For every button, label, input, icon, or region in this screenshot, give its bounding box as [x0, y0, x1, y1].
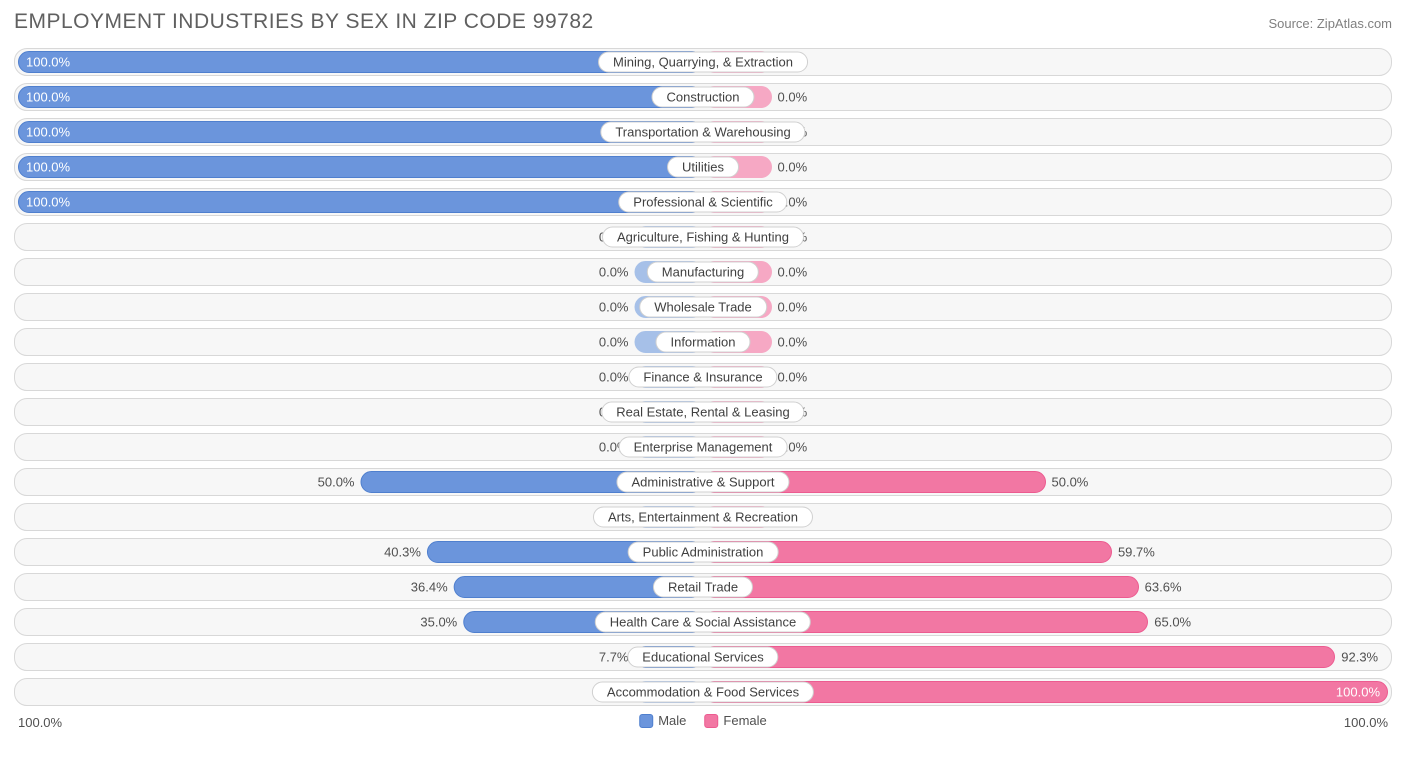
chart-row: 50.0% 50.0% Administrative & Support	[14, 468, 1392, 496]
male-value: 0.0%	[599, 335, 629, 350]
category-label: Administrative & Support	[616, 472, 789, 493]
female-value: 0.0%	[778, 160, 808, 175]
female-value: 0.0%	[778, 265, 808, 280]
chart-row: 100.0%0.0%Professional & Scientific	[14, 188, 1392, 216]
legend-item: Male	[639, 713, 686, 728]
male-value: 50.0%	[318, 475, 355, 490]
category-label: Public Administration	[628, 542, 779, 563]
chart-source: Source: ZipAtlas.com	[1268, 16, 1392, 31]
female-value: 59.7%	[1118, 545, 1155, 560]
female-bar	[703, 576, 1139, 598]
legend-swatch	[639, 714, 653, 728]
male-value: 36.4%	[411, 580, 448, 595]
category-label: Health Care & Social Assistance	[595, 612, 811, 633]
chart-title: EMPLOYMENT INDUSTRIES BY SEX IN ZIP CODE…	[14, 10, 594, 34]
category-label: Educational Services	[627, 647, 778, 668]
male-value: 100.0%	[26, 125, 70, 140]
category-label: Retail Trade	[653, 577, 753, 598]
legend-item: Female	[704, 713, 766, 728]
category-label: Enterprise Management	[619, 437, 788, 458]
category-label: Agriculture, Fishing & Hunting	[602, 227, 804, 248]
chart-row: 35.0% 65.0% Health Care & Social Assistanc…	[14, 608, 1392, 636]
chart-row: 7.7% 92.3% Educational Services	[14, 643, 1392, 671]
category-label: Accommodation & Food Services	[592, 682, 814, 703]
category-label: Manufacturing	[647, 262, 759, 283]
category-label: Construction	[652, 87, 755, 108]
category-label: Transportation & Warehousing	[600, 122, 805, 143]
category-label: Finance & Insurance	[628, 367, 777, 388]
axis-right-label: 100.0%	[1344, 715, 1388, 730]
chart-row: 0.0%0.0%Arts, Entertainment & Recreation	[14, 503, 1392, 531]
female-value: 0.0%	[778, 335, 808, 350]
chart-row: 0.0%0.0%Enterprise Management	[14, 433, 1392, 461]
chart-row: 0.0% 0.0% Information	[14, 328, 1392, 356]
male-value: 100.0%	[26, 195, 70, 210]
male-value: 100.0%	[26, 55, 70, 70]
female-value: 0.0%	[778, 300, 808, 315]
category-label: Information	[655, 332, 750, 353]
chart-row: 100.0% 0.0% Construction	[14, 83, 1392, 111]
male-value: 40.3%	[384, 545, 421, 560]
female-value: 92.3%	[1341, 650, 1378, 665]
male-value: 0.0%	[599, 300, 629, 315]
female-value: 50.0%	[1052, 475, 1089, 490]
category-label: Professional & Scientific	[618, 192, 787, 213]
male-bar	[18, 156, 703, 178]
male-value: 0.0%	[599, 265, 629, 280]
chart-row: 0.0% 0.0% Wholesale Trade	[14, 293, 1392, 321]
male-value: 100.0%	[26, 160, 70, 175]
legend-label: Female	[723, 713, 766, 728]
chart-row: 0.0%0.0%Real Estate, Rental & Leasing	[14, 398, 1392, 426]
male-bar	[18, 86, 703, 108]
female-value: 65.0%	[1154, 615, 1191, 630]
female-value: 0.0%	[778, 370, 808, 385]
chart-row: 0.0% 0.0%Finance & Insurance	[14, 363, 1392, 391]
category-label: Real Estate, Rental & Leasing	[601, 402, 804, 423]
male-value: 0.0%	[599, 370, 629, 385]
female-value: 63.6%	[1145, 580, 1182, 595]
axis-left-label: 100.0%	[18, 715, 62, 730]
chart-row: 100.0% 0.0% Utilities	[14, 153, 1392, 181]
chart-row: 0.0%0.0%Agriculture, Fishing & Hunting	[14, 223, 1392, 251]
legend-label: Male	[658, 713, 686, 728]
male-value: 100.0%	[26, 90, 70, 105]
male-value: 7.7%	[599, 650, 629, 665]
female-value: 100.0%	[1336, 685, 1380, 700]
legend-swatch	[704, 714, 718, 728]
chart-row: 36.4% 63.6% Retail Trade	[14, 573, 1392, 601]
male-bar	[18, 191, 703, 213]
chart-row: 0.0%100.0%Accommodation & Food Services	[14, 678, 1392, 706]
chart-row: 100.0%0.0%Mining, Quarrying, & Extractio…	[14, 48, 1392, 76]
chart-row: 0.0% 0.0% Manufacturing	[14, 258, 1392, 286]
legend: Male Female	[639, 713, 767, 728]
chart-row: 40.3% 59.7% Public Administration	[14, 538, 1392, 566]
chart-row: 100.0%0.0%Transportation & Warehousing	[14, 118, 1392, 146]
category-label: Wholesale Trade	[639, 297, 767, 318]
female-value: 0.0%	[778, 90, 808, 105]
category-label: Arts, Entertainment & Recreation	[593, 507, 813, 528]
male-value: 35.0%	[420, 615, 457, 630]
female-bar	[703, 646, 1335, 668]
category-label: Utilities	[667, 157, 739, 178]
diverging-bar-chart: 100.0% 0.0% Mining, Quarrying, & Extractio…	[14, 48, 1392, 706]
category-label: Mining, Quarrying, & Extraction	[598, 52, 808, 73]
